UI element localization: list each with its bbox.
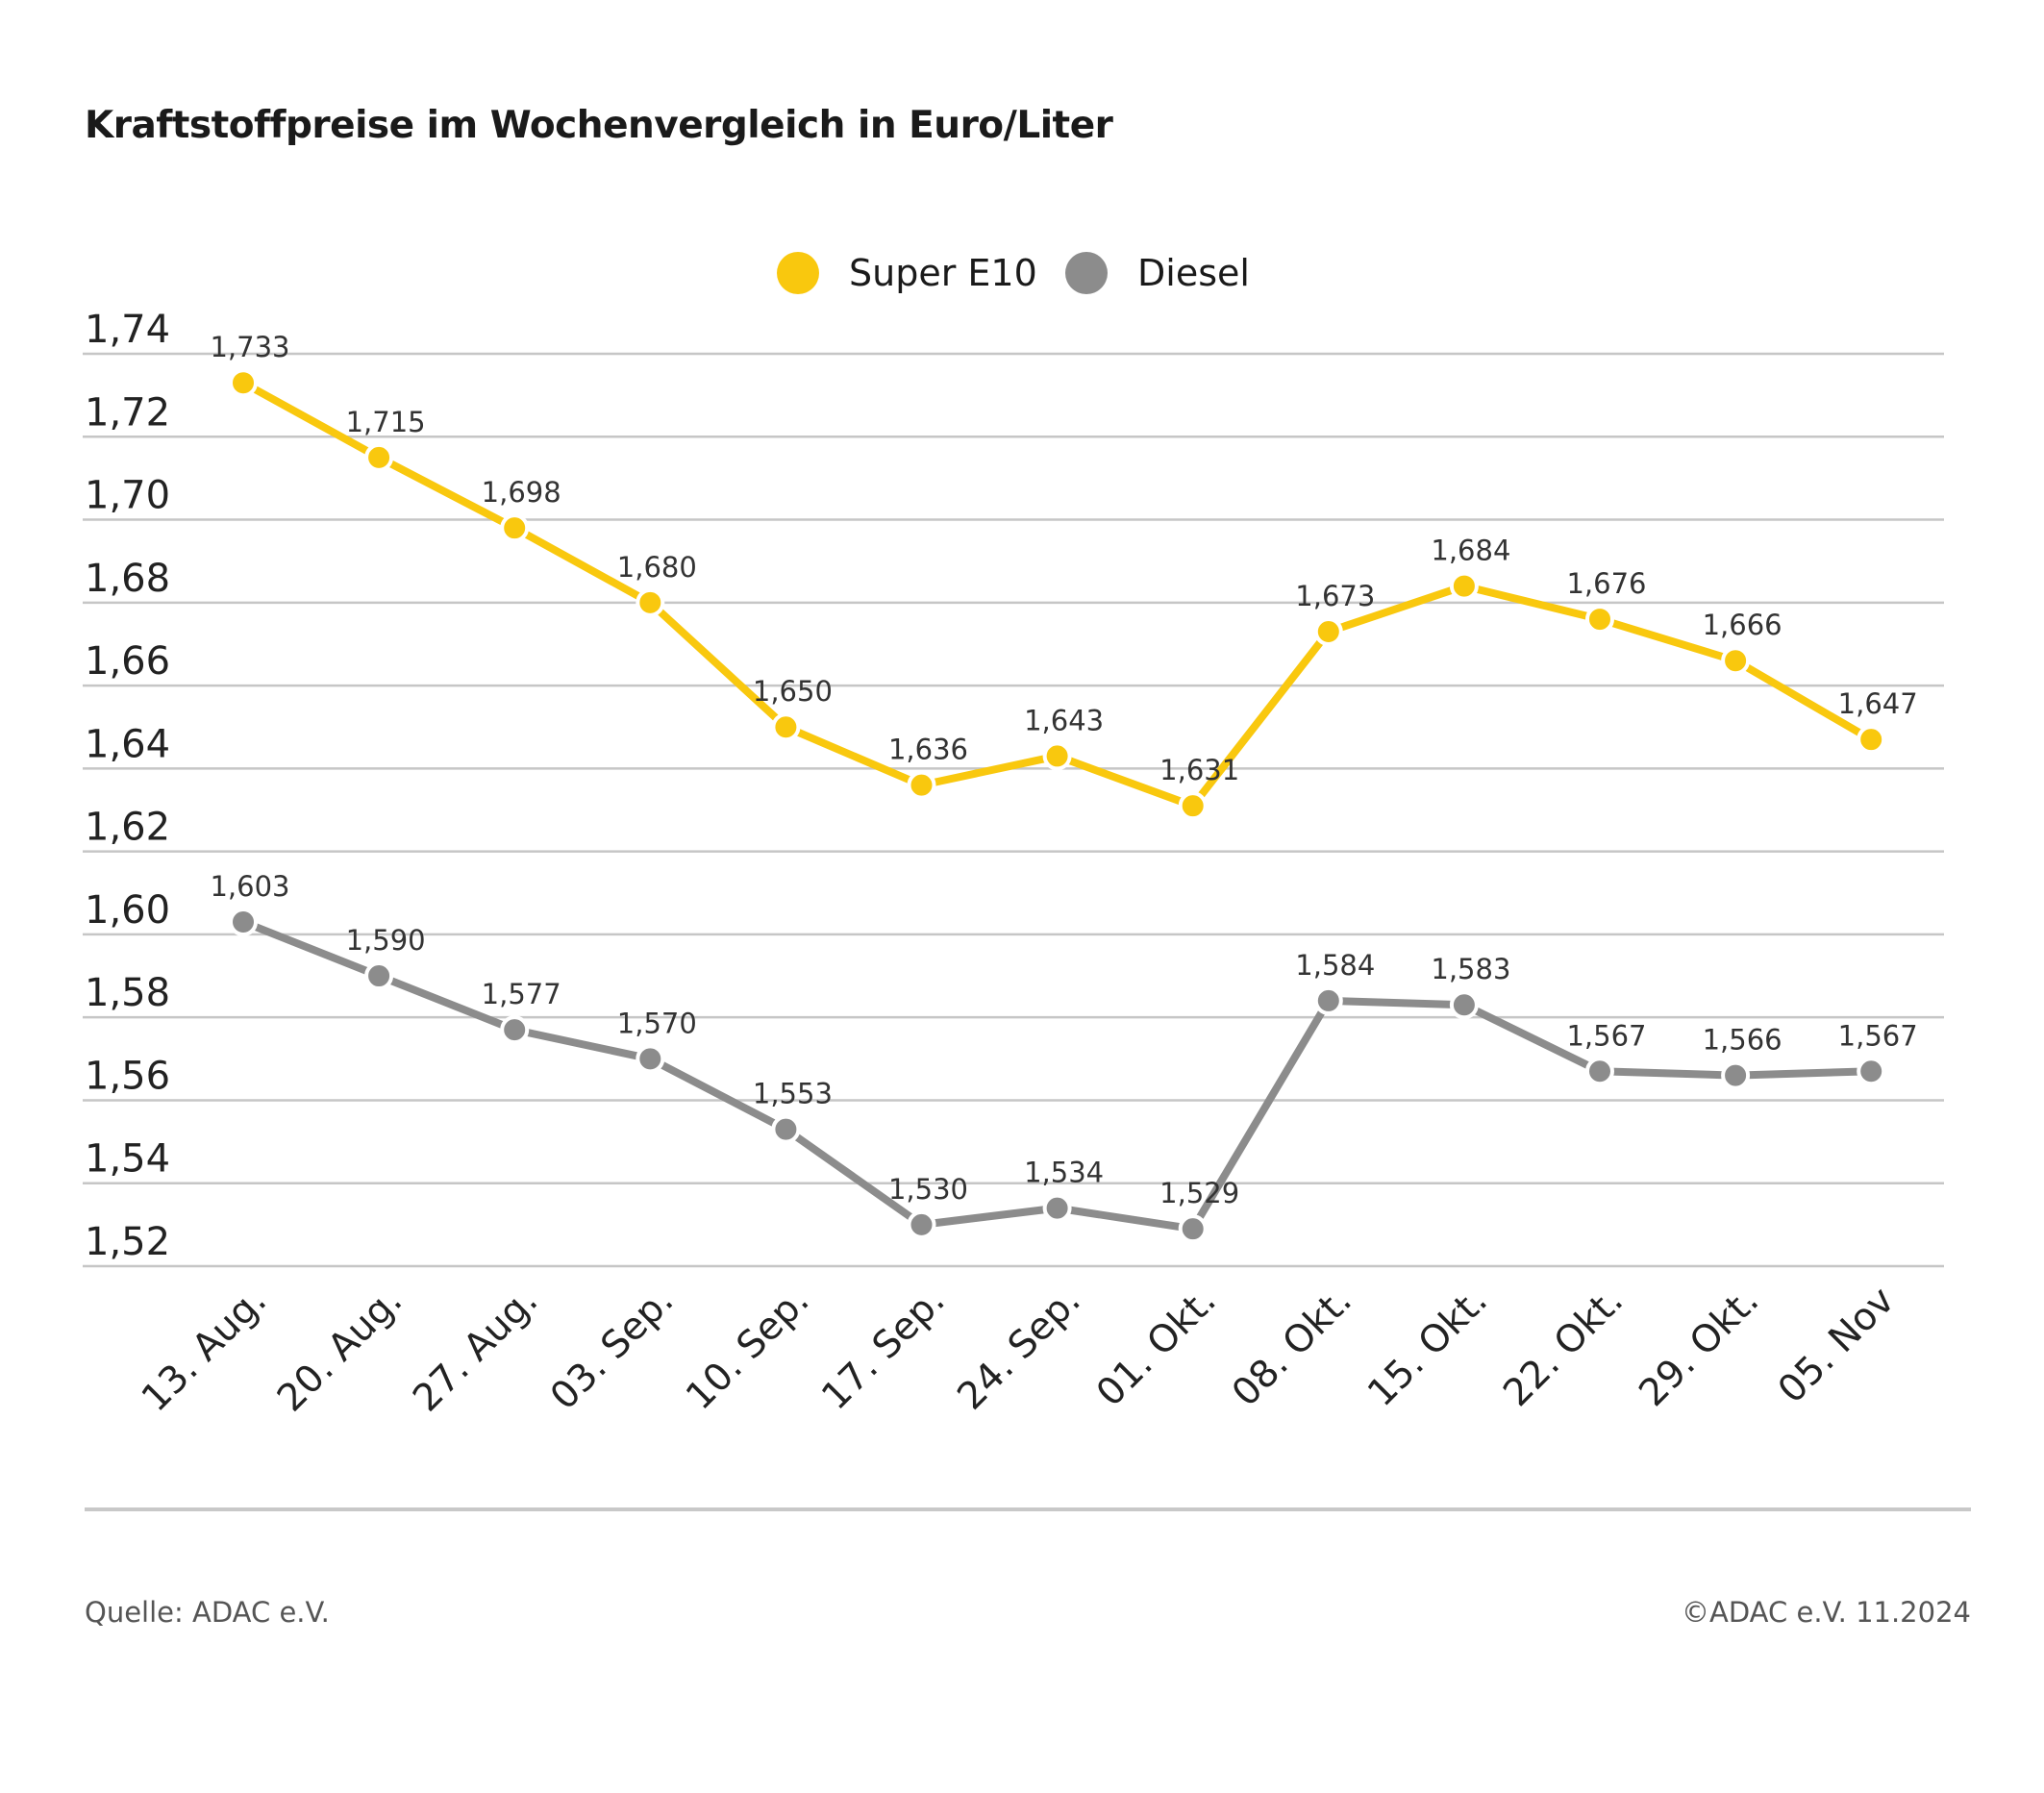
x-tick-label: 15. Okt. [1359, 1279, 1496, 1415]
data-point [636, 1044, 665, 1074]
data-label: 1,530 [888, 1173, 968, 1206]
y-tick-label: 1,56 [85, 1054, 170, 1098]
data-label: 1,631 [1159, 754, 1239, 786]
data-label: 1,570 [617, 1007, 697, 1039]
data-label: 1,590 [346, 924, 426, 957]
data-label: 1,680 [617, 551, 697, 584]
legend-label-0: Super E10 [849, 252, 1037, 294]
y-tick-label: 1,60 [85, 888, 170, 933]
data-label: 1,583 [1431, 953, 1510, 985]
x-tick-label: 10. Sep. [678, 1279, 817, 1418]
x-tick-label: 17. Sep. [813, 1279, 953, 1418]
legend-marker-0 [777, 252, 819, 294]
x-tick-label: 05. Nov [1770, 1279, 1903, 1411]
data-label: 1,643 [1024, 704, 1104, 736]
data-label: 1,676 [1566, 567, 1646, 600]
y-tick-label: 1,66 [85, 639, 170, 684]
data-label: 1,567 [1566, 1019, 1646, 1052]
x-tick-label: 24. Sep. [949, 1279, 1088, 1418]
data-label: 1,529 [1159, 1177, 1239, 1209]
y-tick-label: 1,70 [85, 474, 170, 518]
data-label: 1,534 [1024, 1157, 1104, 1189]
data-label: 1,650 [753, 675, 833, 708]
data-point [907, 770, 936, 800]
legend-label-1: Diesel [1137, 252, 1250, 294]
x-tick-label: 27. Aug. [405, 1279, 546, 1420]
data-point [771, 712, 801, 742]
data-point [229, 368, 258, 398]
data-label: 1,715 [346, 406, 426, 438]
data-point [229, 907, 258, 936]
x-tick-label: 22. Okt. [1495, 1279, 1632, 1415]
x-tick-label: 08. Okt. [1224, 1279, 1360, 1415]
line-chart: Super E10 Diesel 1,74 1,72 1,70 1,68 1,66 1,64… [83, 252, 1944, 1420]
y-tick-label: 1,68 [85, 557, 170, 601]
data-point [1585, 1057, 1614, 1086]
data-point [1449, 990, 1479, 1020]
data-point [364, 961, 394, 991]
x-tick-label: 13. Aug. [134, 1279, 275, 1420]
data-point [500, 513, 530, 543]
x-tick-label: 01. Okt. [1088, 1279, 1225, 1415]
y-tick-label: 1,62 [85, 806, 170, 850]
data-point [771, 1114, 801, 1144]
x-tick-label: 29. Okt. [1631, 1279, 1767, 1415]
data-label: 1,673 [1295, 580, 1375, 612]
legend: Super E10 Diesel [777, 252, 1250, 294]
data-point [1178, 1214, 1208, 1244]
x-tick-label: 20. Aug. [269, 1279, 411, 1420]
y-tick-label: 1,72 [85, 390, 170, 435]
footer-divider [85, 1507, 1971, 1511]
data-point [500, 1015, 530, 1045]
x-tick-label: 03. Sep. [542, 1279, 682, 1418]
copyright-note: ©ADAC e.V. 11.2024 [1682, 1596, 1971, 1629]
data-label: 1,666 [1703, 609, 1782, 641]
data-point [1857, 725, 1886, 755]
data-label: 1,733 [210, 331, 289, 363]
data-label: 1,698 [482, 476, 561, 509]
grid-lines [83, 352, 1944, 1268]
data-point [1449, 571, 1479, 601]
data-label: 1,603 [210, 870, 289, 903]
data-point [1313, 617, 1343, 647]
data-label: 1,553 [753, 1078, 833, 1110]
data-point [1585, 605, 1614, 635]
data-point [1042, 741, 1072, 771]
y-tick-label: 1,54 [85, 1137, 170, 1182]
y-axis: 1,74 1,72 1,70 1,68 1,66 1,64 1,62 1,60 1,58 1,56… [85, 308, 170, 1264]
data-label: 1,577 [482, 978, 561, 1010]
data-point [1721, 1060, 1751, 1090]
y-tick-label: 1,52 [85, 1220, 170, 1264]
data-label: 1,647 [1838, 687, 1918, 720]
y-tick-label: 1,64 [85, 722, 170, 766]
data-point [1042, 1193, 1072, 1223]
data-label-layer: 1,733 1,715 1,698 1,680 1,650 1,636 1,643 1,631… [210, 331, 1917, 1209]
y-tick-label: 1,74 [85, 308, 170, 352]
source-note: Quelle: ADAC e.V. [85, 1596, 330, 1629]
data-label: 1,684 [1431, 535, 1510, 567]
data-point [364, 442, 394, 472]
data-point [1721, 646, 1751, 676]
data-point [907, 1209, 936, 1239]
legend-marker-1 [1065, 252, 1108, 294]
chart-title: Kraftstoffpreise im Wochenvergleich in E… [85, 104, 1113, 147]
x-axis: 13. Aug.20. Aug.27. Aug.03. Sep.10. Sep.… [134, 1279, 1903, 1420]
data-point [1178, 791, 1208, 821]
data-point [1313, 985, 1343, 1015]
data-label: 1,584 [1295, 949, 1375, 982]
data-label: 1,636 [888, 734, 968, 766]
data-label: 1,566 [1703, 1024, 1782, 1057]
data-point [636, 587, 665, 617]
data-point [1857, 1057, 1886, 1086]
data-label: 1,567 [1838, 1019, 1918, 1052]
y-tick-label: 1,58 [85, 971, 170, 1015]
series-layer [229, 368, 1886, 1244]
